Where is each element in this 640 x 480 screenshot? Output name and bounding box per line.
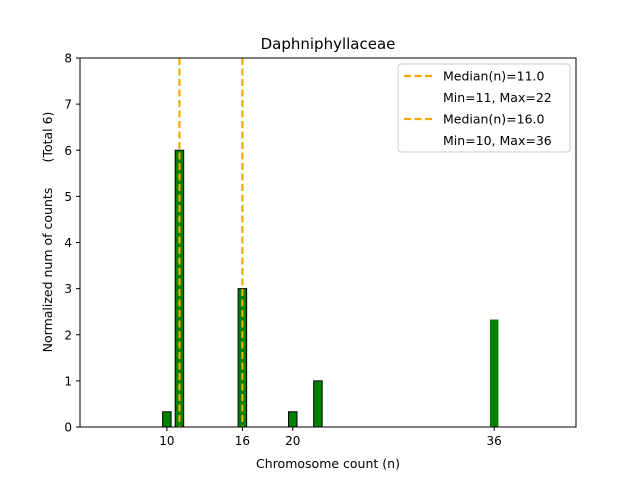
bar-n-22 [313, 380, 323, 428]
y-axis-label: Normalized num of counts [40, 188, 55, 353]
legend: Median(n)=11.0 Min=11, Max=22 Median(n)=16… [397, 63, 571, 153]
bar-n-36 [489, 319, 499, 427]
y-tick-label: 3 [64, 282, 72, 296]
x-axis-label: Chromosome count (n) [256, 456, 400, 471]
y-axis-total-note: (Total 6) [40, 112, 55, 163]
x-tick-label: 20 [285, 434, 300, 448]
y-tick-label: 4 [64, 236, 72, 250]
chart-title: Daphniphyllaceae [261, 35, 396, 53]
legend-range-label: Min=11, Max=22 [443, 90, 552, 105]
y-tick-label: 8 [64, 52, 72, 66]
bar-n-20 [288, 411, 298, 428]
y-tick-label: 0 [64, 421, 72, 435]
legend-median-label: Median(n)=16.0 [443, 112, 544, 127]
y-tick-label: 7 [64, 98, 72, 112]
y-tick-label: 5 [64, 190, 72, 204]
legend-range-label: Min=10, Max=36 [443, 133, 552, 148]
legend-median-label: Median(n)=11.0 [443, 69, 544, 84]
x-tick-label: 36 [487, 434, 502, 448]
x-tick-label: 16 [235, 434, 250, 448]
y-tick-label: 6 [64, 144, 72, 158]
bar-n-10 [162, 411, 172, 428]
y-tick-label: 1 [64, 374, 72, 388]
legend-box [397, 63, 571, 153]
x-tick-label: 10 [159, 434, 174, 448]
y-tick-label: 2 [64, 328, 72, 342]
